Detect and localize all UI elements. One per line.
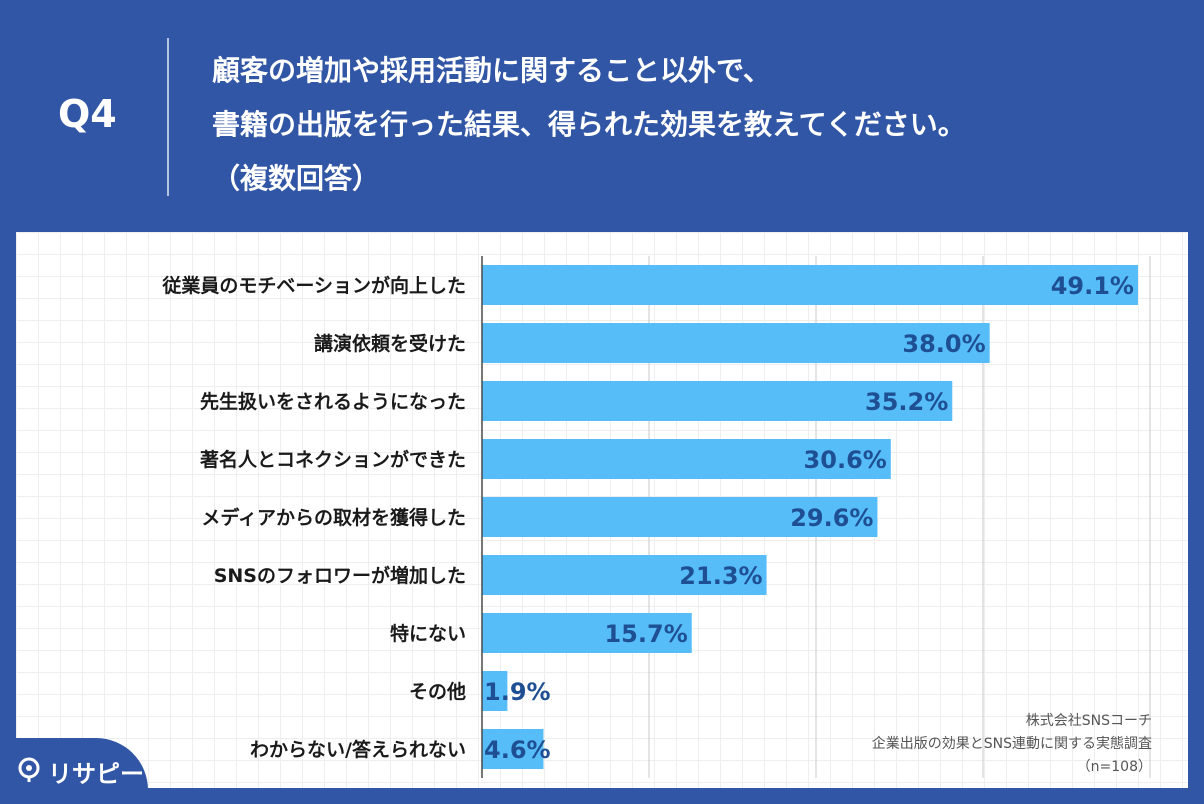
bar [482, 323, 990, 363]
bar [482, 729, 544, 769]
data-label: 38.0% [902, 330, 985, 358]
category-label: わからない/答えられない [250, 738, 466, 761]
data-label: 15.7% [604, 620, 687, 648]
chart-panel: 従業員のモチベーションが向上した 49.1% 講演依頼を受けた 38.0% 先生扱いをさ… [16, 232, 1188, 788]
source-survey: 企業出版の効果とSNS連動に関する実態調査 [871, 736, 1152, 752]
data-label: 1.9% [484, 678, 551, 706]
question-text: 顧客の増加や採用活動に関すること以外で、 書籍の出版を行った結果、得られた効果を… [212, 44, 1172, 206]
category-label: メディアからの取材を獲得した [201, 506, 466, 529]
bar [482, 497, 878, 537]
category-label: 講演依頼を受けた [314, 332, 466, 355]
logo-text: リサピー [48, 760, 144, 788]
category-label: 特にない [390, 623, 466, 645]
category-label: 従業員のモチベーションが向上した [161, 274, 466, 297]
question-line: 書籍の出版を行った結果、得られた効果を教えてください。 [212, 108, 966, 141]
bar [482, 613, 692, 653]
source-note: 株式会社SNSコーチ 企業出版の効果とSNS連動に関する実態調査 （n=108） [692, 710, 1152, 779]
question-line: 顧客の増加や採用活動に関すること以外で、 [212, 54, 771, 87]
bar [482, 671, 508, 711]
data-label: 4.6% [484, 736, 551, 764]
data-label: 35.2% [865, 388, 948, 416]
bar [482, 439, 891, 479]
data-label: 30.6% [804, 446, 887, 474]
logo-badge [0, 738, 148, 804]
category-label: その他 [409, 680, 466, 703]
bar-chart: 従業員のモチベーションが向上した 49.1% 講演依頼を受けた 38.0% 先生扱いをさ… [161, 256, 1151, 778]
question-number: Q4 [58, 92, 117, 136]
header-divider [167, 38, 169, 196]
source-company: 株式会社SNSコーチ [1025, 713, 1152, 729]
data-label: 49.1% [1051, 272, 1134, 300]
data-label: 29.6% [790, 504, 873, 532]
category-label: 先生扱いをされるようになった [200, 390, 466, 413]
question-line: （複数回答） [212, 162, 381, 195]
pin-icon [18, 757, 40, 782]
source-sample-size: （n=108） [1076, 759, 1152, 775]
data-label: 21.3% [679, 562, 762, 590]
bar [482, 381, 953, 421]
bar [482, 265, 1138, 305]
category-label: 著名人とコネクションができた [200, 448, 466, 471]
bar [482, 555, 767, 595]
category-label: SNSのフォロワーが増加した [214, 564, 466, 587]
